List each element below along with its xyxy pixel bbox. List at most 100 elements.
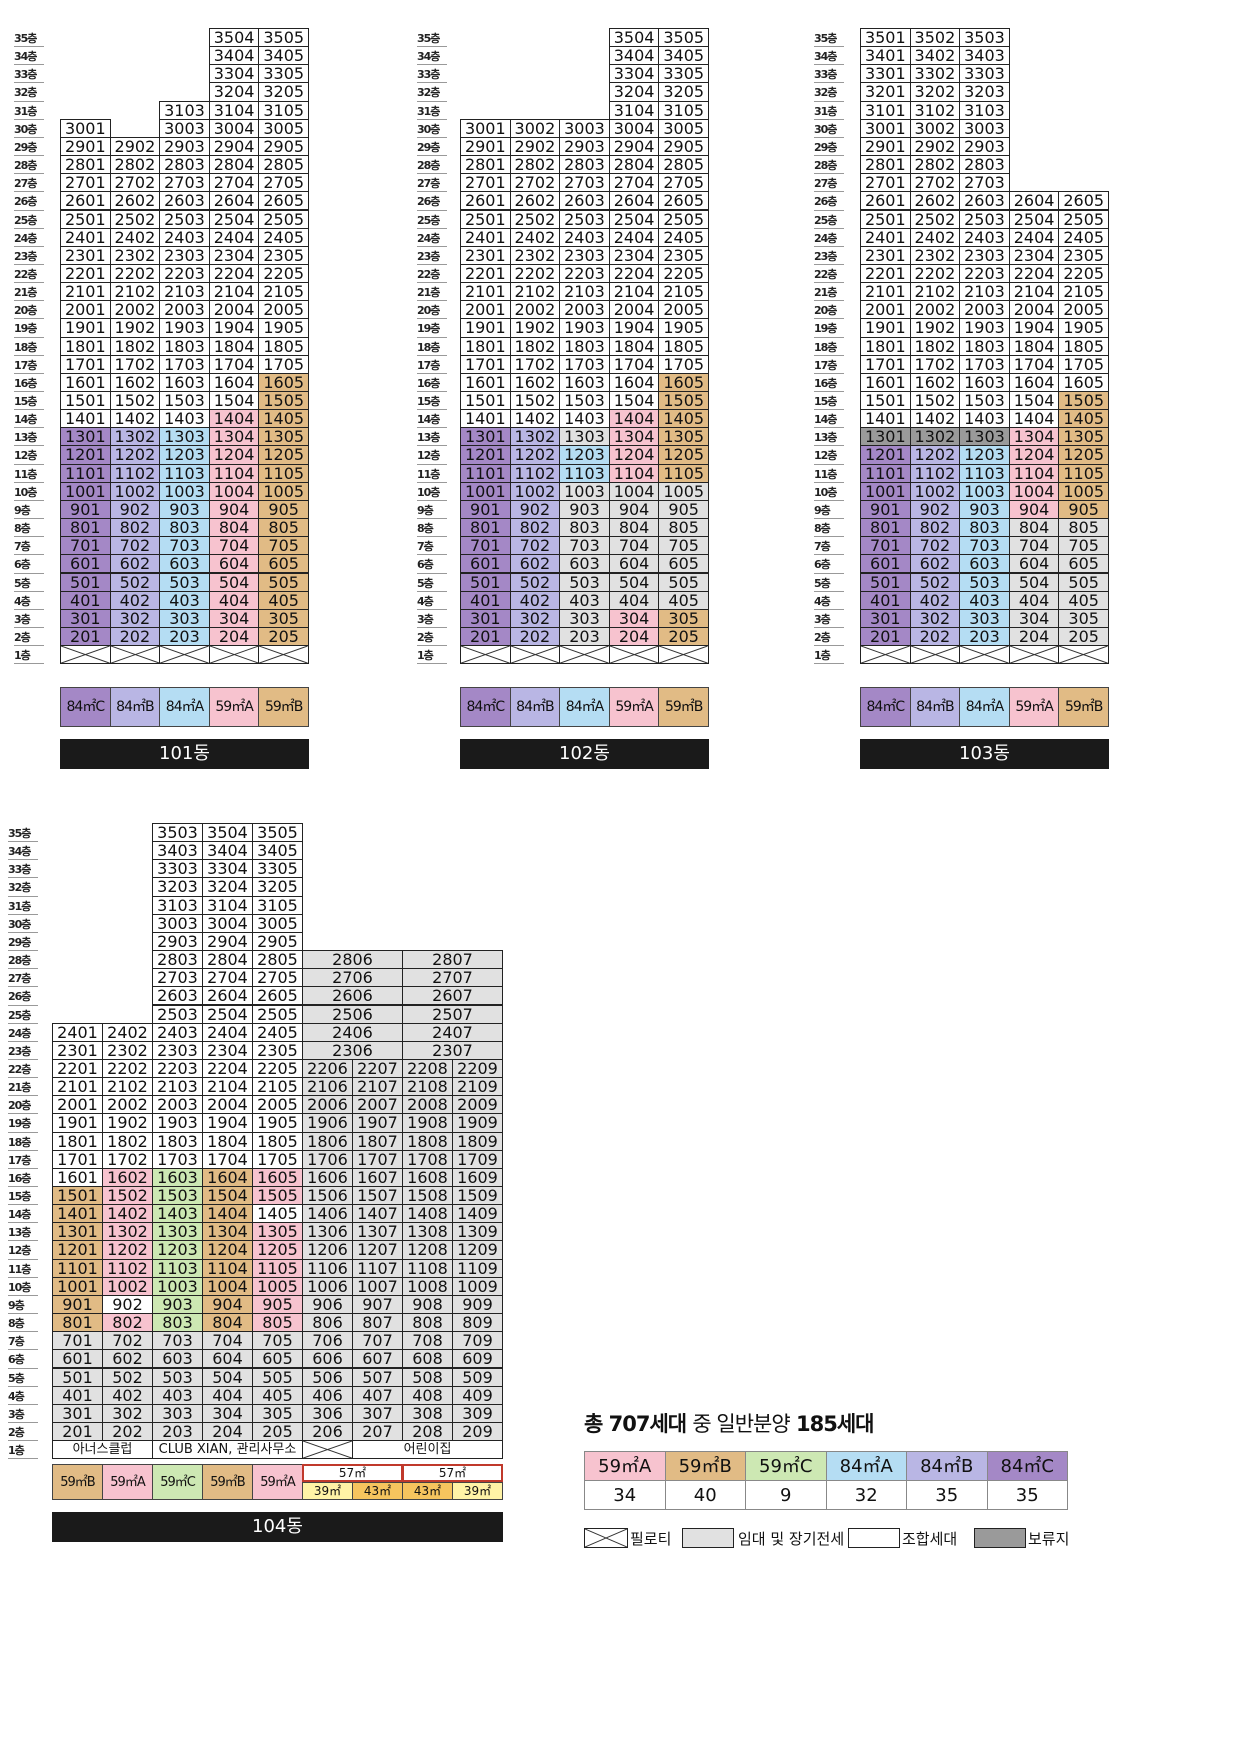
unit-cell: 2505 — [658, 209, 709, 229]
unit-cell: 2401 — [60, 227, 111, 247]
unit-cell: 2603 — [159, 191, 210, 211]
unit-cell: 2107 — [352, 1077, 403, 1097]
legend-chip: 59㎡B — [258, 687, 309, 728]
unit-cell: 2507 — [402, 1004, 503, 1024]
floor-divider — [14, 136, 44, 138]
unit-cell: 2302 — [109, 245, 161, 265]
unit-cell: 804 — [208, 518, 260, 538]
key-label: 임대 및 장기전세 — [738, 1530, 845, 1548]
floor-label: 6층 — [8, 1353, 25, 1367]
unit-cell: 1802 — [909, 336, 961, 356]
unit-cell: 1309 — [452, 1222, 503, 1242]
unit-cell: 1709 — [452, 1149, 503, 1169]
unit-cell: 2305 — [658, 245, 709, 265]
unit-cell: 2704 — [208, 173, 260, 193]
unit-cell: 3102 — [909, 100, 961, 120]
unit-cell: 2003 — [559, 300, 610, 320]
floor-label: 22층 — [814, 267, 837, 281]
unit-cell: 503 — [159, 572, 210, 592]
floor-label: 5층 — [814, 576, 831, 590]
unit-cell: 2806 — [302, 950, 403, 970]
floor-divider — [417, 82, 447, 84]
unit-cell: 1104 — [1008, 463, 1060, 483]
unit-cell: 1201 — [60, 445, 111, 465]
unit-cell: 3301 — [860, 64, 911, 84]
unit-cell: 3201 — [860, 82, 911, 102]
unit-cell: 2404 — [208, 227, 260, 247]
unit-cell: 801 — [60, 518, 111, 538]
floor-divider — [8, 1258, 38, 1260]
unit-cell: 2402 — [909, 227, 961, 247]
unit-cell: 503 — [559, 572, 610, 592]
unit-cell: 2703 — [159, 173, 210, 193]
unit-cell: 302 — [102, 1403, 153, 1423]
unit-cell: 2103 — [159, 282, 210, 302]
unit-cell: 3001 — [60, 118, 111, 138]
floor-divider — [14, 608, 44, 610]
unit-cell: 905 — [258, 499, 309, 520]
unit-cell: 1602 — [509, 372, 561, 392]
floor-divider — [14, 227, 44, 229]
unit-cell: 1803 — [959, 336, 1010, 356]
unit-cell: 1501 — [460, 391, 511, 411]
unit-cell: 2004 — [202, 1095, 253, 1115]
unit-cell: 3505 — [658, 28, 709, 48]
unit-cell: 1301 — [460, 427, 511, 447]
floor-divider — [14, 427, 44, 429]
unit-cell: 2604 — [1008, 191, 1060, 211]
unit-cell: 207 — [352, 1421, 403, 1442]
unit-cell: 1804 — [202, 1131, 253, 1151]
unit-cell: 1404 — [202, 1204, 253, 1224]
unit-cell: 604 — [608, 554, 660, 574]
floor-label: 11층 — [14, 467, 37, 481]
unit-cell: 401 — [52, 1385, 103, 1405]
summary-mid: 중 일반분양 — [692, 1412, 790, 1436]
floor-label: 9층 — [417, 503, 434, 517]
unit-cell: 402 — [102, 1385, 153, 1405]
unit-cell: 1002 — [509, 481, 561, 501]
unit-cell: 1901 — [860, 318, 911, 338]
unit-cell: 1205 — [1058, 445, 1109, 465]
floor-label: 16층 — [14, 376, 37, 390]
unit-cell: 908 — [402, 1294, 453, 1315]
unit-cell: 2604 — [202, 986, 253, 1006]
unit-cell: 1402 — [102, 1204, 153, 1224]
unit-cell: 402 — [909, 590, 961, 610]
unit-cell: 2706 — [302, 968, 403, 988]
unit-cell: 2805 — [252, 950, 303, 970]
unit-cell: 705 — [252, 1331, 303, 1351]
unit-cell: 805 — [658, 518, 709, 538]
unit-cell: 1208 — [402, 1240, 453, 1260]
floor-divider — [14, 64, 44, 66]
floor-divider — [417, 336, 447, 338]
unit-cell: 604 — [1008, 554, 1060, 574]
unit-cell: 1305 — [658, 427, 709, 447]
unit-cell: 1704 — [208, 354, 260, 374]
floor-divider — [8, 859, 38, 861]
unit-cell: 2705 — [252, 968, 303, 988]
floor-label: 5층 — [14, 576, 31, 590]
unit-cell: 605 — [252, 1349, 303, 1369]
unit-cell: 3303 — [959, 64, 1010, 84]
floor-label: 3층 — [14, 612, 31, 626]
unit-cell: 2703 — [959, 173, 1010, 193]
floor-label: 23층 — [14, 249, 37, 263]
unit-cell: 1403 — [152, 1204, 203, 1224]
floor-divider — [14, 536, 44, 538]
unit-cell: 705 — [1058, 536, 1109, 556]
piloti-cell — [608, 645, 660, 665]
unit-cell: 1801 — [52, 1131, 103, 1151]
floor-divider — [8, 950, 38, 952]
unit-cell: 1802 — [509, 336, 561, 356]
unit-cell: 1002 — [102, 1276, 153, 1296]
unit-cell: 204 — [202, 1421, 253, 1442]
unit-cell: 804 — [608, 518, 660, 538]
floor-divider — [814, 626, 844, 628]
legend-chip: 84㎡A — [959, 687, 1010, 728]
honors-club-cell: 아너스클럽 — [52, 1440, 153, 1460]
floor-divider — [14, 645, 44, 647]
unit-cell: 2707 — [402, 968, 503, 988]
unit-cell: 1403 — [959, 409, 1010, 429]
unit-cell: 1607 — [352, 1167, 403, 1187]
floor-label: 4층 — [14, 594, 31, 608]
